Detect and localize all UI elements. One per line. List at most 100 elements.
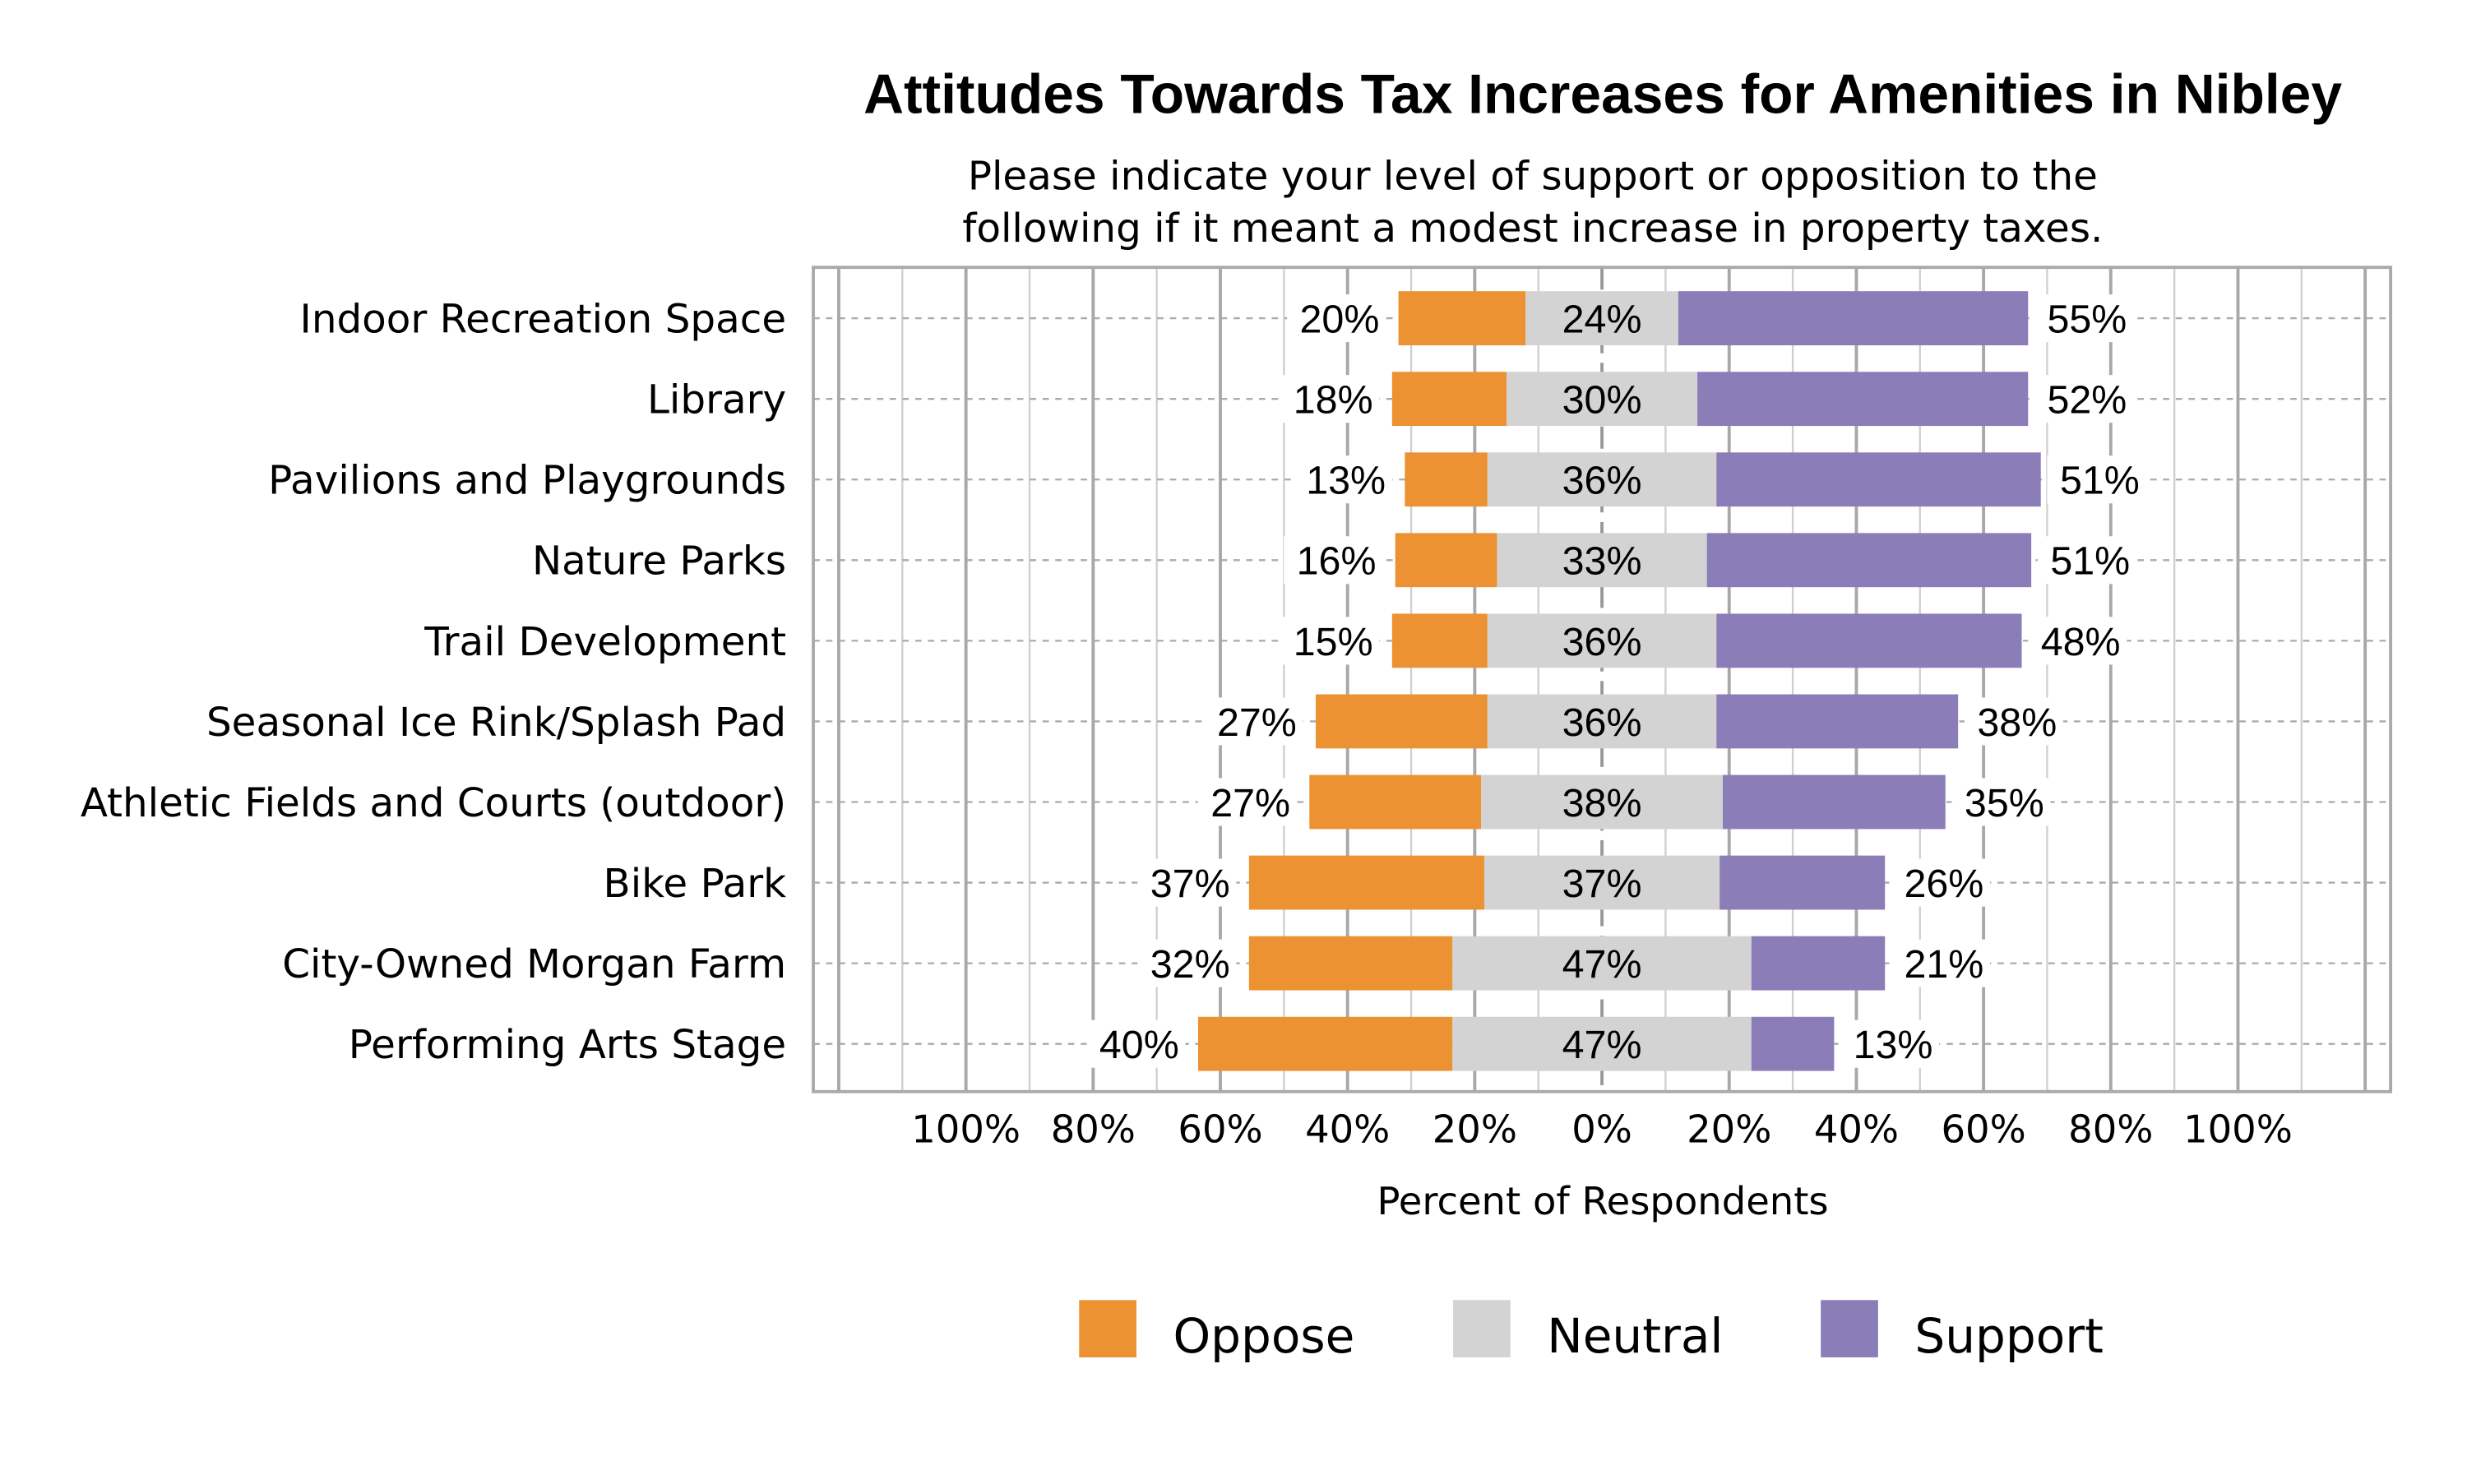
label-background [1287,294,1386,343]
x-tick-label: 0% [1571,1107,1632,1152]
label-background [1197,778,1297,826]
legend-label-oppose: Oppose [1173,1308,1354,1364]
label-background [1891,939,1990,987]
bar-oppose [1316,694,1488,749]
bar-oppose [1197,1016,1453,1071]
data-label-neutral: 47% [1562,1023,1642,1067]
bar-support [1706,533,2032,588]
x-tick-label: 80% [2068,1107,2153,1152]
data-label-oppose: 20% [1300,298,1380,342]
x-tick-label: 60% [1942,1107,2026,1152]
label-background [1086,1019,1186,1068]
x-tick-label: 20% [1433,1107,1517,1152]
data-label-support: 38% [1977,700,2057,745]
data-label-support: 52% [2047,378,2127,423]
data-label-oppose: 16% [1297,539,1377,584]
legend-label-support: Support [1914,1308,2103,1364]
data-label-oppose: 15% [1294,620,1373,664]
category-labels: Indoor Recreation Space Library Pavilions … [81,297,786,1069]
bar-oppose [1309,774,1482,830]
label-background [1951,778,2051,826]
bar-oppose [1398,291,1526,345]
category-label: Nature Parks [532,539,786,585]
x-tick-label: 100% [911,1107,1021,1152]
bar-neutral [1487,694,1717,749]
category-label: Athletic Fields and Courts (outdoor) [81,780,786,826]
label-background [2034,294,2133,343]
chart-subtitle-line-2: following if it meant a modest increase … [962,206,2103,252]
data-label-support: 26% [1904,862,1983,906]
label-background [1840,1019,1940,1068]
bar-neutral [1507,372,1698,427]
bar-neutral [1487,613,1717,668]
bar-neutral [1487,452,1717,507]
category-label: Performing Arts Stage [349,1022,786,1068]
data-label-support: 55% [2047,298,2127,342]
bar-oppose [1391,372,1507,427]
data-label-oppose: 37% [1150,862,1230,906]
bar-oppose [1248,855,1484,910]
category-label: City-Owned Morgan Farm [282,941,786,987]
data-label-oppose: 18% [1294,378,1373,423]
bar-neutral [1497,533,1707,588]
bar-support [1723,774,1946,830]
label-background [1293,455,1392,504]
bars: 20% 24% 55% 18% 30% 52% 13% 36% 51% 16% 33% 51% 15% 3… [1086,291,2146,1071]
data-label-neutral: 36% [1562,459,1642,503]
category-label: Library [647,377,786,423]
category-label: Trail Development [424,619,786,665]
x-axis-ticks: 100% 80% 60% 40% 20% 0% 20% 40% 60% 80% 100% [911,1107,2293,1152]
bar-oppose [1391,613,1488,668]
bar-neutral [1483,855,1720,910]
bar-oppose [1248,936,1453,991]
data-label-neutral: 33% [1562,539,1642,584]
bar-support [1697,372,2029,427]
data-label-support: 48% [2041,620,2121,664]
legend-swatch-oppose [1079,1300,1136,1357]
label-background [1284,536,1383,585]
x-tick-label: 80% [1051,1107,1136,1152]
data-label-support: 35% [1965,781,2044,825]
data-label-neutral: 36% [1562,700,1642,745]
data-label-neutral: 38% [1562,781,1642,825]
x-tick-label: 20% [1687,1107,1771,1152]
label-background [1137,858,1237,907]
x-axis-title: Percent of Respondents [1377,1179,1828,1223]
label-background [2037,536,2136,585]
data-label-oppose: 13% [1306,459,1386,503]
data-label-support: 13% [1854,1023,1933,1067]
x-tick-label: 100% [2183,1107,2293,1152]
bar-neutral [1481,774,1724,830]
data-label-support: 51% [2050,539,2130,584]
label-background [2034,375,2133,423]
bar-support [1716,694,1959,749]
legend-swatch-support [1821,1300,1878,1357]
data-label-neutral: 47% [1562,942,1642,987]
label-background [1280,375,1380,423]
bar-support [1716,613,2022,668]
plot-frame [812,266,2393,1093]
data-label-oppose: 32% [1150,942,1230,987]
bar-neutral [1452,1016,1752,1071]
bar-support [1751,1016,1835,1071]
bar-neutral [1525,291,1678,345]
data-label-neutral: 24% [1562,298,1642,342]
category-label: Pavilions and Playgrounds [268,458,786,504]
legend-label-neutral: Neutral [1547,1308,1723,1364]
data-label-neutral: 30% [1562,378,1642,423]
data-label-support: 51% [2060,459,2140,503]
bar-support [1716,452,2041,507]
label-background [2047,455,2146,504]
label-background [1891,858,1990,907]
data-label-neutral: 36% [1562,620,1642,664]
label-background [1964,697,2063,746]
chart-title: Attitudes Towards Tax Increases for Amen… [863,63,2342,125]
bar-support [1678,291,2029,345]
legend-swatch-neutral [1453,1300,1511,1357]
category-label: Bike Park [604,861,787,907]
chart-subtitle-line-1: Please indicate your level of support or… [968,153,2098,199]
data-label-oppose: 40% [1099,1023,1179,1067]
data-label-support: 21% [1904,942,1983,987]
